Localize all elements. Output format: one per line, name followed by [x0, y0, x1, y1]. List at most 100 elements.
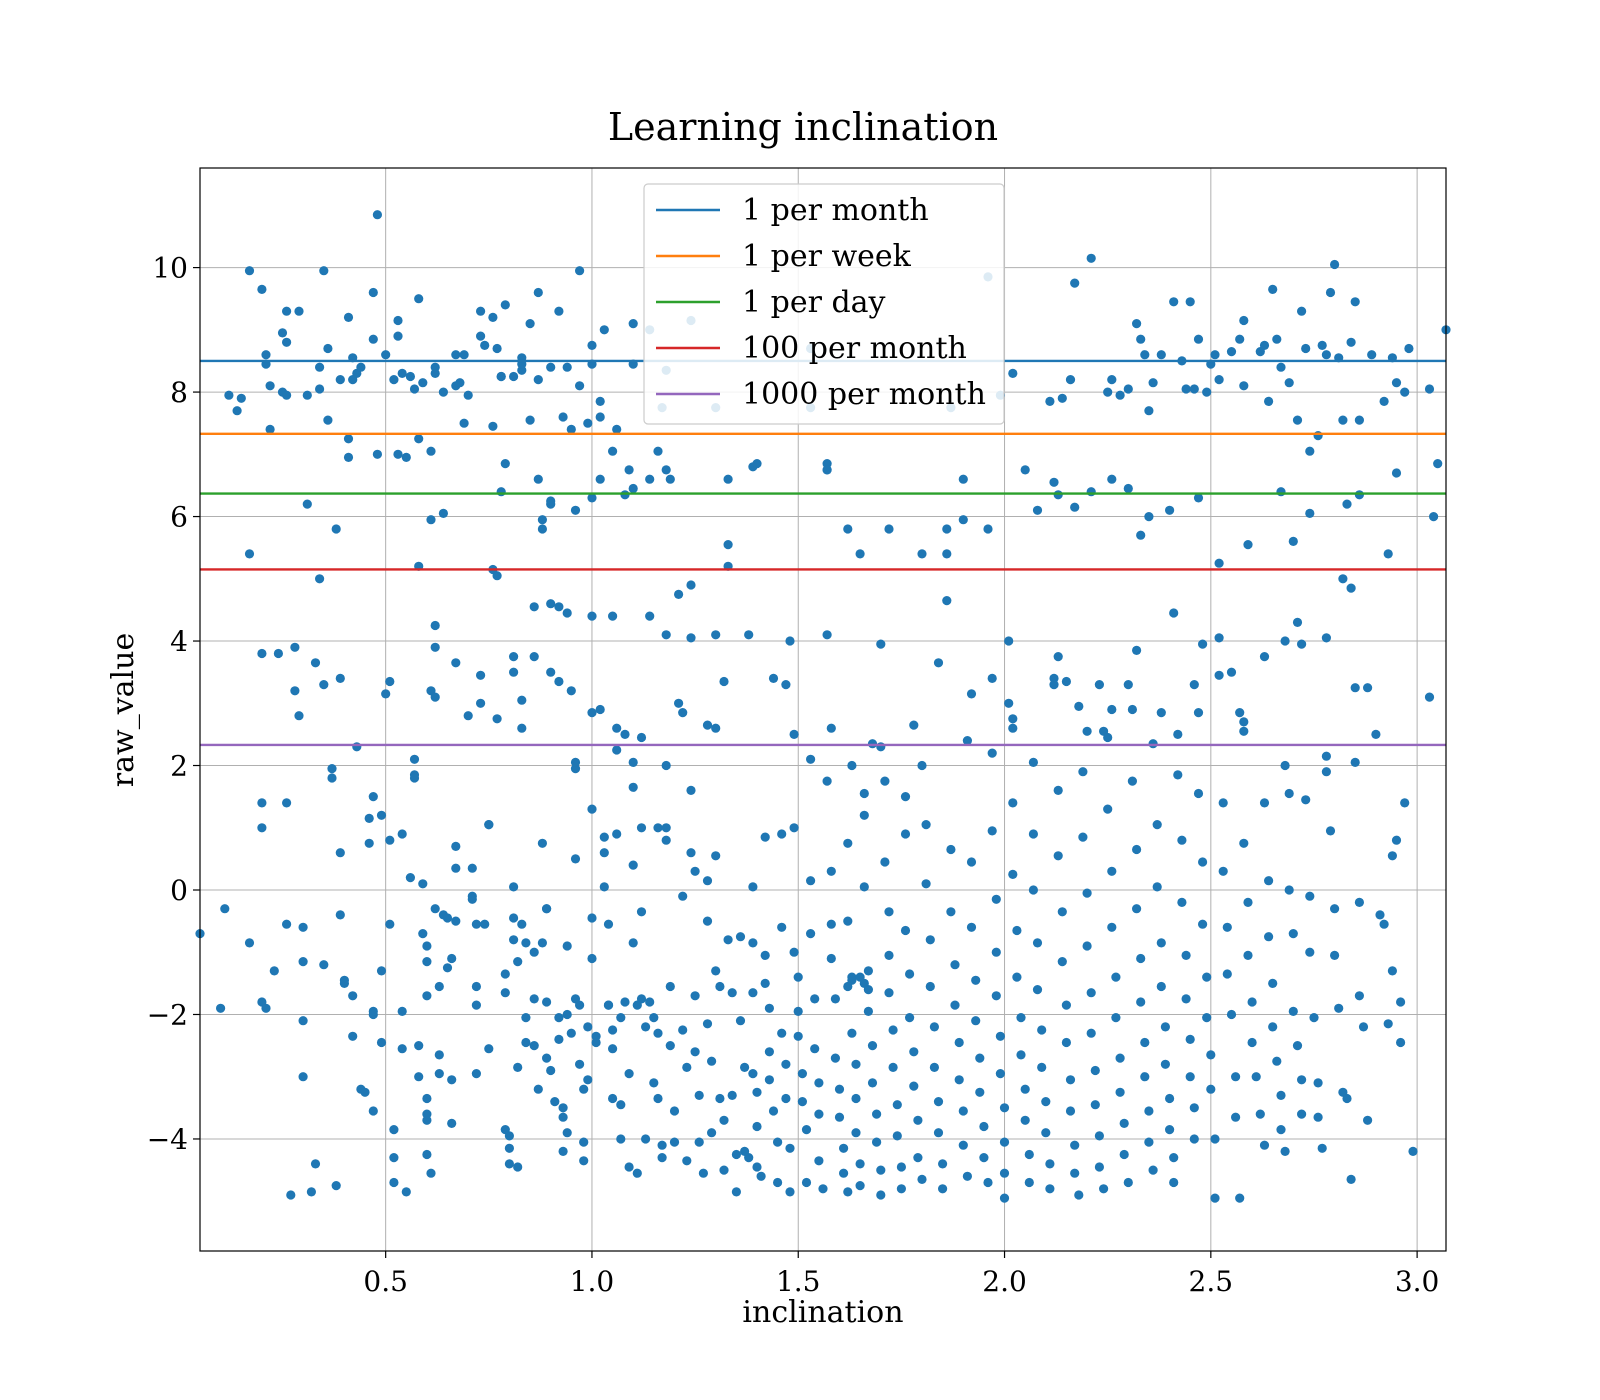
data-point [636, 823, 647, 833]
data-point [806, 754, 816, 764]
x-axis-label: inclination [742, 1295, 903, 1330]
data-point [983, 524, 993, 534]
data-point [1325, 287, 1336, 298]
data-point [500, 969, 510, 979]
data-point [752, 1121, 762, 1132]
data-point [335, 910, 345, 920]
data-point [814, 1078, 824, 1088]
data-point [979, 1121, 989, 1132]
data-point [1330, 259, 1340, 270]
data-point [653, 823, 663, 833]
data-point [880, 776, 890, 786]
data-point [1103, 804, 1113, 814]
data-point [991, 991, 1001, 1001]
data-point [257, 284, 267, 294]
data-point [1082, 726, 1092, 736]
data-point [859, 810, 869, 820]
data-point [575, 266, 585, 276]
data-point [764, 1075, 775, 1085]
data-point [426, 446, 436, 456]
data-point [542, 904, 552, 914]
data-point [1264, 876, 1274, 886]
data-point [430, 620, 440, 631]
data-point [579, 1137, 589, 1147]
data-point [1136, 530, 1146, 540]
data-point [385, 919, 395, 929]
data-point [1305, 508, 1315, 518]
data-point [368, 792, 378, 802]
data-point [451, 658, 461, 668]
data-point [244, 266, 255, 276]
chart-title: Learning inclination [608, 105, 998, 149]
data-point [1169, 1177, 1179, 1188]
y-axis-label: raw_value [106, 633, 141, 787]
data-point [624, 1069, 634, 1079]
data-point [1061, 676, 1071, 687]
data-point [463, 390, 473, 400]
data-point [1169, 1153, 1179, 1163]
data-point [393, 331, 403, 341]
data-point [562, 1009, 572, 1020]
data-point [1020, 1115, 1030, 1125]
data-point [1214, 558, 1224, 568]
data-point [616, 1013, 626, 1023]
y-tick-label: −4 [147, 1123, 188, 1156]
data-point [822, 630, 832, 640]
legend-label: 1 per week [742, 239, 912, 274]
data-point [1292, 1041, 1303, 1051]
data-point [1173, 729, 1183, 740]
data-point [768, 673, 779, 684]
data-point [508, 935, 519, 945]
data-point [409, 384, 420, 394]
data-point [1354, 991, 1364, 1001]
data-point [575, 1000, 585, 1010]
x-axis-ticks: 0.5 1.0 1.5 2.0 2.5 3.0 [363, 1251, 1439, 1298]
data-point [1264, 396, 1274, 406]
data-point [971, 975, 981, 985]
data-point [777, 829, 787, 839]
data-point [1284, 788, 1294, 799]
data-point [376, 966, 387, 976]
data-point [1123, 680, 1133, 690]
data-point [216, 1003, 226, 1013]
data-point [1313, 1078, 1323, 1088]
data-point [261, 350, 271, 360]
data-point [995, 1031, 1006, 1041]
data-point [748, 938, 758, 948]
data-point [1165, 1125, 1175, 1135]
data-point [1136, 334, 1146, 344]
data-point [921, 820, 931, 830]
data-point [558, 412, 568, 422]
data-point [855, 1159, 865, 1169]
data-point [405, 873, 415, 883]
data-point [1193, 788, 1204, 799]
data-point [562, 608, 572, 618]
data-point [1433, 459, 1443, 469]
data-point [343, 434, 354, 444]
data-point [1317, 340, 1327, 350]
data-point [1037, 1025, 1047, 1035]
data-point [653, 446, 663, 456]
data-point [1144, 1106, 1154, 1116]
data-point [628, 757, 638, 768]
data-point [335, 375, 345, 385]
data-point [282, 337, 292, 347]
data-point [542, 1053, 552, 1063]
data-point [843, 838, 853, 848]
data-point [1086, 988, 1096, 998]
data-point [1111, 1013, 1121, 1023]
data-point [867, 739, 878, 749]
data-point [517, 695, 527, 705]
data-point [1053, 490, 1063, 500]
data-point [1094, 1162, 1104, 1172]
data-point [1202, 1013, 1212, 1023]
data-point [814, 1156, 824, 1166]
data-point [686, 785, 696, 796]
legend-label: 1 per month [742, 193, 929, 228]
data-point [1065, 1075, 1076, 1085]
data-point [587, 340, 597, 350]
data-point [962, 1171, 973, 1181]
data-point [1259, 798, 1270, 808]
data-point [1239, 717, 1249, 727]
data-point [1012, 972, 1022, 982]
